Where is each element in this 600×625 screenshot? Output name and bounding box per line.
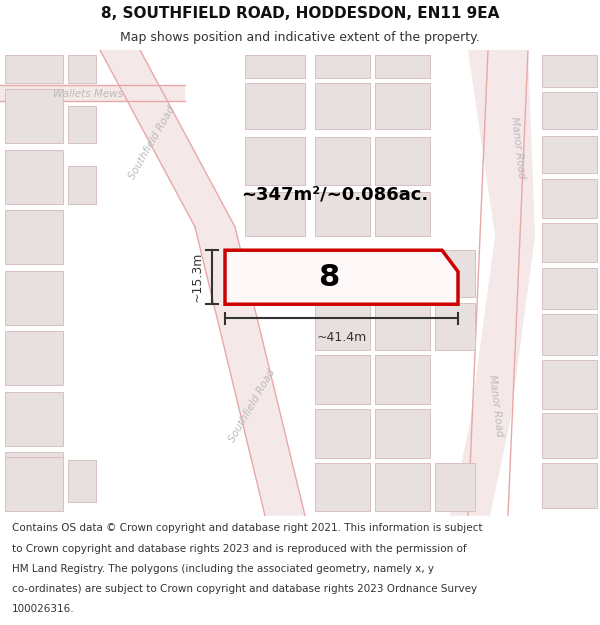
Bar — [435, 250, 475, 297]
Bar — [375, 137, 430, 185]
Bar — [542, 54, 597, 88]
Bar — [542, 413, 597, 458]
Bar — [5, 452, 63, 506]
Bar — [5, 210, 63, 264]
Polygon shape — [195, 227, 305, 516]
Text: ~15.3m: ~15.3m — [191, 252, 204, 302]
Polygon shape — [0, 86, 185, 101]
Bar — [375, 409, 430, 458]
Bar — [315, 54, 370, 78]
Bar — [435, 303, 475, 350]
Text: Southfield Road: Southfield Road — [127, 105, 177, 181]
Bar — [435, 462, 475, 511]
Bar — [542, 136, 597, 173]
Bar — [5, 149, 63, 204]
Bar — [375, 191, 430, 236]
Bar — [5, 331, 63, 385]
Bar — [375, 54, 430, 78]
Bar — [68, 460, 96, 502]
Bar — [245, 54, 305, 78]
Bar — [542, 268, 597, 309]
Bar — [315, 191, 370, 236]
Bar — [542, 464, 597, 508]
Bar — [315, 137, 370, 185]
Text: 8: 8 — [318, 262, 339, 292]
Bar — [375, 250, 430, 297]
Bar — [5, 392, 63, 446]
Bar — [315, 303, 370, 350]
Bar — [68, 54, 96, 82]
Text: Contains OS data © Crown copyright and database right 2021. This information is : Contains OS data © Crown copyright and d… — [12, 523, 482, 533]
Bar — [5, 271, 63, 325]
Text: Manor Road: Manor Road — [487, 374, 505, 438]
Bar — [245, 82, 305, 129]
Text: Map shows position and indicative extent of the property.: Map shows position and indicative extent… — [120, 31, 480, 44]
Bar — [315, 356, 370, 404]
Bar — [5, 89, 63, 143]
Bar — [375, 82, 430, 129]
Bar — [315, 462, 370, 511]
Bar — [315, 250, 370, 297]
Text: to Crown copyright and database rights 2023 and is reproduced with the permissio: to Crown copyright and database rights 2… — [12, 544, 467, 554]
Bar — [68, 166, 96, 204]
Text: HM Land Registry. The polygons (including the associated geometry, namely x, y: HM Land Registry. The polygons (includin… — [12, 564, 434, 574]
Polygon shape — [450, 50, 535, 516]
Bar — [375, 303, 430, 350]
Polygon shape — [100, 50, 235, 227]
Bar — [315, 409, 370, 458]
Polygon shape — [225, 250, 458, 304]
Text: Wallets Mews: Wallets Mews — [53, 89, 123, 99]
Bar — [5, 457, 63, 511]
Text: 8, SOUTHFIELD ROAD, HODDESDON, EN11 9EA: 8, SOUTHFIELD ROAD, HODDESDON, EN11 9EA — [101, 6, 499, 21]
Bar — [245, 191, 305, 236]
Text: Manor Road: Manor Road — [509, 116, 527, 179]
Bar — [542, 179, 597, 217]
Bar — [5, 54, 63, 82]
Bar — [542, 360, 597, 409]
Text: Southfield Road: Southfield Road — [227, 368, 277, 444]
Bar — [542, 92, 597, 129]
Text: ~347m²/~0.086ac.: ~347m²/~0.086ac. — [241, 186, 428, 203]
Text: co-ordinates) are subject to Crown copyright and database rights 2023 Ordnance S: co-ordinates) are subject to Crown copyr… — [12, 584, 477, 594]
Bar — [542, 314, 597, 356]
Bar — [315, 82, 370, 129]
Bar — [375, 356, 430, 404]
Bar — [245, 137, 305, 185]
Text: 100026316.: 100026316. — [12, 604, 74, 614]
Text: ~41.4m: ~41.4m — [316, 331, 367, 344]
Bar — [542, 223, 597, 262]
Bar — [375, 462, 430, 511]
Bar — [68, 106, 96, 143]
